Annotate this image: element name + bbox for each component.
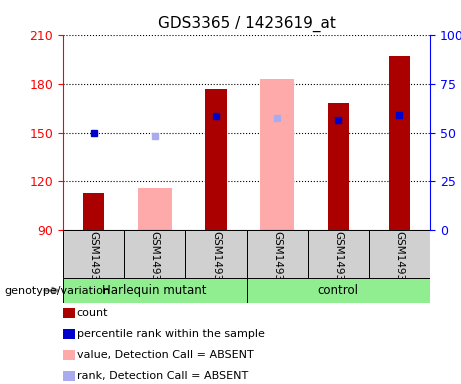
Text: control: control bbox=[318, 284, 359, 297]
Bar bbox=[83, 193, 104, 230]
Text: value, Detection Call = ABSENT: value, Detection Call = ABSENT bbox=[77, 350, 254, 360]
Bar bbox=[328, 103, 349, 230]
Bar bbox=[369, 230, 430, 278]
Bar bbox=[185, 230, 247, 278]
Bar bbox=[389, 56, 410, 230]
Text: rank, Detection Call = ABSENT: rank, Detection Call = ABSENT bbox=[77, 371, 248, 381]
Title: GDS3365 / 1423619_at: GDS3365 / 1423619_at bbox=[158, 16, 336, 32]
Bar bbox=[124, 230, 185, 278]
Text: GSM149363: GSM149363 bbox=[272, 232, 282, 295]
Bar bbox=[63, 230, 124, 278]
Bar bbox=[307, 230, 369, 278]
Bar bbox=[260, 79, 294, 230]
Text: count: count bbox=[77, 308, 108, 318]
Bar bbox=[205, 89, 227, 230]
Text: GSM149360: GSM149360 bbox=[89, 232, 99, 295]
Bar bbox=[138, 188, 171, 230]
Text: percentile rank within the sample: percentile rank within the sample bbox=[77, 329, 265, 339]
Text: GSM149362: GSM149362 bbox=[211, 232, 221, 295]
Bar bbox=[63, 278, 247, 303]
Text: Harlequin mutant: Harlequin mutant bbox=[102, 284, 207, 297]
Text: GSM149365: GSM149365 bbox=[395, 232, 404, 295]
Text: GSM149364: GSM149364 bbox=[333, 232, 343, 295]
Bar bbox=[247, 230, 307, 278]
Text: GSM149361: GSM149361 bbox=[150, 232, 160, 295]
Bar bbox=[247, 278, 430, 303]
Text: genotype/variation: genotype/variation bbox=[5, 285, 111, 296]
